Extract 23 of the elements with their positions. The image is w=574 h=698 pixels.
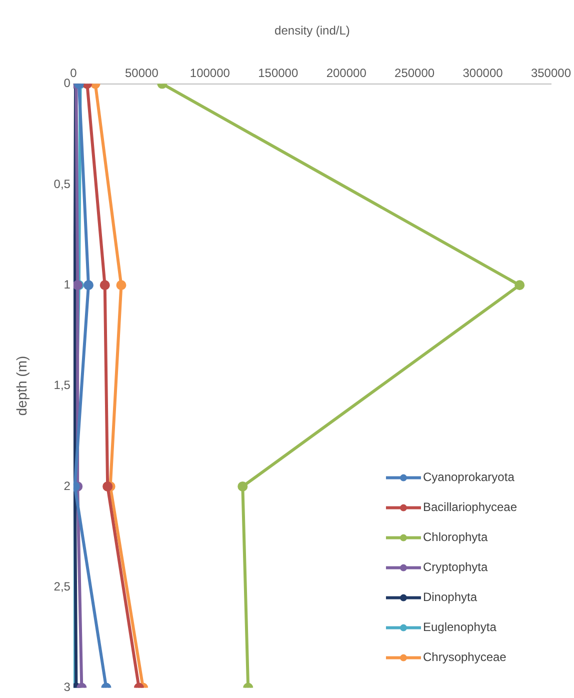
x-tick-label: 150000	[258, 66, 298, 80]
y-tick-label: 0,5	[54, 176, 71, 191]
y-tick-label: 0	[64, 76, 71, 90]
legend-label: Chrysophyceae	[422, 650, 507, 664]
y-tick-label: 1	[64, 277, 71, 292]
legend-label: Bacillariophyceae	[422, 500, 518, 514]
legend-label: Dinophyta	[422, 590, 478, 604]
y-tick-label: 2,5	[54, 579, 71, 594]
x-axis-title: density (ind/L)	[274, 24, 350, 38]
legend-label: Chlorophyta	[422, 530, 488, 544]
x-tick-label: 300000	[462, 66, 504, 80]
x-tick-label: 50000	[125, 66, 159, 80]
legend-label: Cyanoprokaryota	[422, 470, 515, 484]
y-tick-label: 2	[64, 478, 71, 493]
x-tick-label: 100000	[190, 66, 230, 80]
y-tick-label: 3	[64, 680, 71, 694]
x-tick-label: 350000	[530, 66, 572, 80]
legend-label: Cryptophyta	[422, 560, 488, 574]
y-tick-label: 1,5	[54, 378, 71, 392]
x-tick-label: 200000	[326, 66, 367, 80]
x-tick-label: 250000	[394, 66, 435, 80]
y-axis-title: depth (m)	[13, 356, 30, 416]
legend-label: Euglenophyta	[422, 620, 497, 634]
